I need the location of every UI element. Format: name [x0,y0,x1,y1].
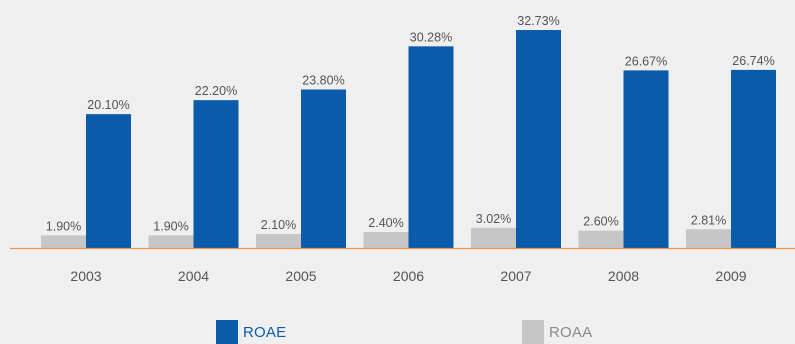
x-tick-label-2007: 2007 [500,268,531,284]
data-label-roae-2009: 26.74% [732,54,774,68]
x-tick-label-2006: 2006 [393,268,424,284]
x-tick-label-2003: 2003 [70,268,101,284]
data-label-roae-2004: 22.20% [195,84,237,98]
data-label-roaa-2005: 2.10% [261,218,296,232]
data-label-roaa-2003: 1.90% [46,219,81,233]
bar-roaa-2005 [256,234,301,248]
bar-roae-2006 [408,46,454,248]
legend-item-roaa: ROAA [522,320,592,344]
bar-roaa-2008 [578,230,624,248]
data-label-roaa-2007: 3.02% [476,212,511,226]
bar-roae-2005 [301,89,346,248]
x-tick-label-2008: 2008 [608,268,639,284]
bar-roae-2004 [193,100,239,248]
data-label-roae-2007: 32.73% [517,14,559,28]
data-label-roaa-2009: 2.81% [691,213,726,227]
legend-item-roae: ROAE [216,320,286,344]
bar-roaa-2006 [363,232,409,248]
legend-label-roae: ROAE [243,323,287,341]
x-tick-label-2005: 2005 [285,268,316,284]
bar-chart-plot: 1.90% 20.10% 2003 1.90% 22.20% 2004 2.10% 23.80… [10,14,795,284]
bar-roaa-2009 [686,229,731,248]
data-label-roaa-2004: 1.90% [153,219,188,233]
data-label-roae-2003: 20.10% [87,98,129,112]
x-tick-label-2004: 2004 [178,268,209,284]
data-label-roae-2008: 26.67% [625,54,667,68]
bar-roaa-2003 [41,235,86,248]
bar-roae-2009 [731,69,776,249]
bar-roaa-2004 [148,235,194,248]
bar-roaa-2007 [471,227,516,248]
data-label-roaa-2008: 2.60% [583,215,618,229]
data-label-roae-2006: 30.28% [410,30,452,44]
data-label-roaa-2006: 2.40% [368,216,403,230]
bar-roae-2008 [623,70,669,248]
bar-roae-2007 [516,30,561,248]
legend-swatch-roaa [522,320,544,344]
x-tick-label-2009: 2009 [715,268,746,284]
bar-roae-2003 [86,114,131,248]
legend-swatch-roae [216,320,238,344]
data-label-roae-2005: 23.80% [302,73,344,87]
legend-label-roaa: ROAA [549,323,593,341]
